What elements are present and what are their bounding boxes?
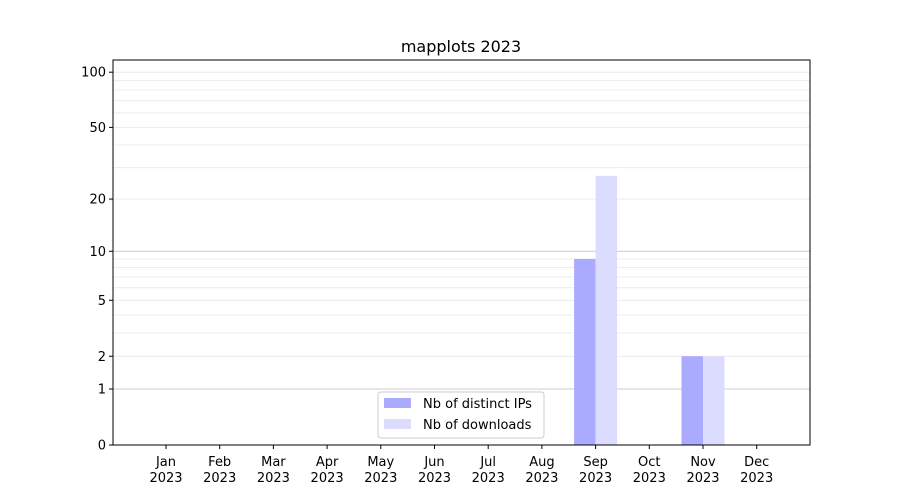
x-tick-label-month: Sep	[583, 455, 608, 470]
bar-downloads	[703, 356, 725, 445]
x-tick-label-month: Mar	[261, 455, 286, 470]
y-tick-label: 2	[98, 350, 106, 365]
x-tick-label-year: 2023	[579, 471, 612, 486]
x-tick-label-year: 2023	[633, 471, 666, 486]
legend-label-ips: Nb of distinct IPs	[423, 397, 532, 412]
x-tick-label-year: 2023	[525, 471, 558, 486]
legend-label-downloads: Nb of downloads	[423, 418, 532, 433]
y-tick-label: 100	[81, 66, 106, 81]
y-tick-label: 1	[98, 383, 106, 398]
x-tick-label-month: Feb	[208, 455, 231, 470]
y-tick-label: 10	[89, 245, 106, 260]
y-tick-label: 20	[89, 193, 106, 208]
x-tick-label-month: Aug	[529, 455, 554, 470]
bar-downloads	[595, 175, 618, 445]
y-tick-label: 5	[98, 294, 106, 309]
x-tick-label-month: Apr	[316, 455, 339, 470]
plot-frame	[112, 59, 811, 446]
x-tick-label-year: 2023	[149, 471, 182, 486]
x-tick-label-year: 2023	[364, 471, 397, 486]
x-tick-label-year: 2023	[686, 471, 719, 486]
x-tick-label-year: 2023	[418, 471, 451, 486]
legend-swatch-ips	[384, 398, 411, 408]
x-tick-label-month: Jun	[423, 455, 444, 470]
bar-ips	[681, 356, 703, 445]
y-tick-label: 50	[89, 121, 106, 136]
legend: Nb of distinct IPs Nb of downloads	[377, 391, 545, 439]
y-tick-label: 0	[98, 439, 106, 454]
x-tick-label-month: May	[367, 455, 394, 470]
x-tick-label-month: Oct	[638, 455, 660, 470]
x-tick-label-year: 2023	[257, 471, 290, 486]
x-tick-label-month: Jul	[479, 455, 496, 470]
x-tick-label-year: 2023	[472, 471, 505, 486]
legend-swatch-downloads	[384, 419, 411, 429]
x-tick-label-year: 2023	[311, 471, 344, 486]
chart-title: mapplots 2023	[401, 37, 521, 56]
x-tick-label-year: 2023	[740, 471, 773, 486]
x-tick-label-month: Jan	[155, 455, 176, 470]
x-tick-label-month: Dec	[744, 455, 769, 470]
x-tick-label-month: Nov	[690, 455, 716, 470]
x-tick-label-year: 2023	[203, 471, 236, 486]
bar-ips	[574, 259, 596, 445]
